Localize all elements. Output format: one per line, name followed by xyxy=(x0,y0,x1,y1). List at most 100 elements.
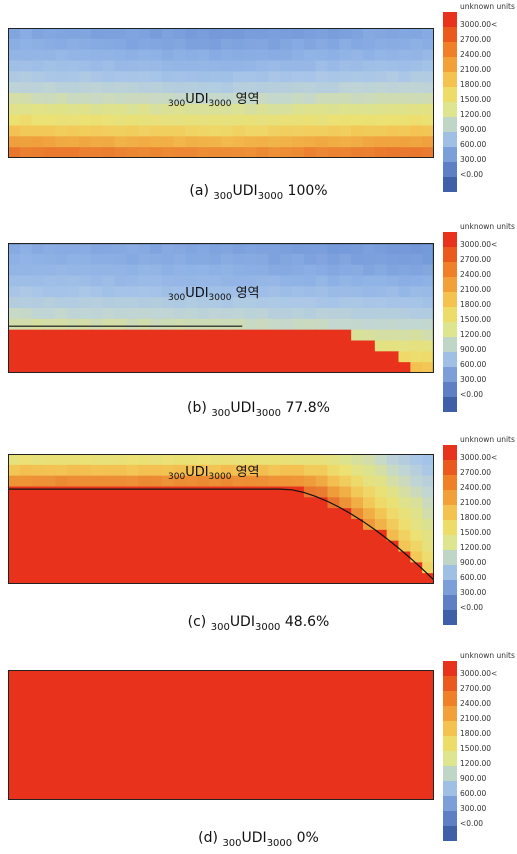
heatmap-cell xyxy=(209,573,222,584)
legend-label: 600.00 xyxy=(460,573,487,582)
heatmap-cell xyxy=(315,486,329,498)
heatmap-cell xyxy=(386,519,400,531)
legend-label: 2400.00 xyxy=(460,50,492,59)
legend-swatch xyxy=(443,72,457,87)
heatmap-cell xyxy=(351,38,364,51)
legend-swatch xyxy=(443,676,457,691)
heatmap-cell xyxy=(31,136,45,148)
heatmap-cell xyxy=(102,275,116,287)
legend-label: <0.00 xyxy=(460,170,483,179)
heatmap-cell xyxy=(339,114,352,127)
heatmap-cell xyxy=(303,778,317,790)
heatmap-cell xyxy=(67,103,80,116)
heatmap-cell xyxy=(292,778,305,790)
heatmap-frame xyxy=(8,454,434,584)
heatmap-cell xyxy=(268,28,281,40)
heatmap-cell xyxy=(221,540,234,553)
heatmap-cell xyxy=(79,778,92,790)
heatmap-cell xyxy=(90,38,104,51)
heatmap-cell xyxy=(185,735,198,747)
heatmap-cell xyxy=(339,71,352,83)
heatmap-cell xyxy=(244,454,258,466)
heatmap-cell xyxy=(398,136,411,148)
heatmap-cell xyxy=(292,114,305,127)
heatmap-cell xyxy=(351,745,364,758)
heatmap-cell xyxy=(327,243,340,255)
caption-tag: (d) xyxy=(198,830,218,846)
heatmap-cell xyxy=(43,789,56,800)
heatmap-cell xyxy=(90,147,104,158)
heatmap-cell xyxy=(90,573,104,584)
heatmap-cell xyxy=(232,519,246,531)
heatmap-cell xyxy=(79,573,92,584)
heatmap-cell xyxy=(221,136,234,148)
heatmap-cell xyxy=(31,789,45,800)
heatmap-cell xyxy=(55,756,68,769)
heatmap-cell xyxy=(114,340,127,352)
heatmap-cell xyxy=(268,745,281,758)
heatmap-cell xyxy=(422,329,434,342)
heatmap-cell xyxy=(79,713,92,725)
heatmap-cell xyxy=(197,297,210,309)
heatmap-cell xyxy=(31,243,45,255)
heatmap-cell xyxy=(422,562,434,574)
heatmap-cell xyxy=(197,362,210,373)
heatmap-cell xyxy=(351,573,364,584)
heatmap-cell xyxy=(114,486,127,498)
heatmap-cell xyxy=(161,28,175,40)
heatmap-cell xyxy=(150,540,163,553)
heatmap-cell xyxy=(363,464,376,477)
heatmap-cell xyxy=(67,562,80,574)
heatmap-cell xyxy=(221,329,234,342)
heatmap-cell xyxy=(43,540,56,553)
heatmap-cell xyxy=(244,562,258,574)
heatmap-cell xyxy=(173,756,187,769)
heatmap-cell xyxy=(79,475,92,488)
heatmap-cell xyxy=(268,767,281,779)
heatmap-cell xyxy=(43,529,56,542)
heatmap-cell xyxy=(339,789,352,800)
heatmap-cell xyxy=(161,147,175,158)
heatmap-cell xyxy=(90,340,104,352)
heatmap-cell xyxy=(114,454,127,466)
heatmap-cell xyxy=(374,147,388,158)
heatmap-cell xyxy=(398,767,411,779)
heatmap-cell xyxy=(8,756,21,769)
heatmap-cell xyxy=(19,28,33,40)
heatmap-cell xyxy=(374,486,388,498)
heatmap-cell xyxy=(197,82,210,94)
heatmap-cell xyxy=(303,318,317,331)
heatmap-cell xyxy=(55,745,68,758)
heatmap-cell xyxy=(43,275,56,287)
heatmap-cell xyxy=(8,475,21,488)
heatmap-cell xyxy=(31,60,45,72)
heatmap-cell xyxy=(173,529,187,542)
heatmap-cell xyxy=(303,308,317,320)
heatmap-cell xyxy=(138,680,151,693)
heatmap-cell xyxy=(244,147,258,158)
heatmap-cell xyxy=(197,724,210,736)
heatmap-cell xyxy=(19,253,33,266)
heatmap-cell xyxy=(221,71,234,83)
heatmap-cell xyxy=(232,562,246,574)
heatmap-cell xyxy=(209,351,222,363)
heatmap-d xyxy=(8,670,434,800)
heatmap-cell xyxy=(386,136,400,148)
heatmap-cell xyxy=(19,680,33,693)
heatmap-cell xyxy=(90,464,104,477)
heatmap-cell xyxy=(8,329,21,342)
heatmap-cell xyxy=(161,713,175,725)
caption-value: 77.8% xyxy=(285,400,330,416)
heatmap-cell xyxy=(102,243,116,255)
heatmap-cell xyxy=(398,243,411,255)
heatmap-cell xyxy=(114,286,127,298)
heatmap-cell xyxy=(19,60,33,72)
heatmap-cell xyxy=(398,147,411,158)
heatmap-cell xyxy=(197,454,210,466)
heatmap-cell xyxy=(339,529,352,542)
heatmap-cell xyxy=(244,275,258,287)
caption-pre: 300 xyxy=(211,408,231,419)
heatmap-cell xyxy=(374,28,388,40)
heatmap-cell xyxy=(173,670,187,682)
heatmap-cell xyxy=(185,340,198,352)
